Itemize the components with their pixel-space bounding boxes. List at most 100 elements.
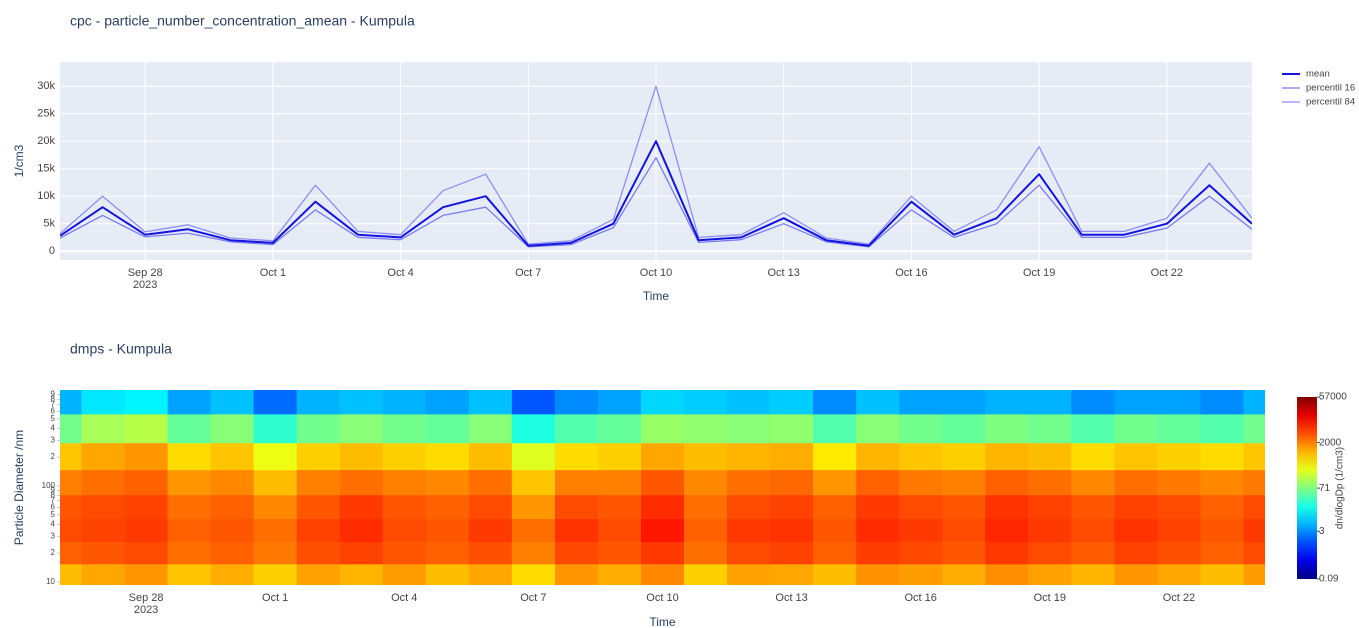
heatmap-cell — [254, 414, 298, 443]
heatmap-cell — [1071, 470, 1115, 496]
heatmap-cell — [942, 495, 986, 519]
heatmap-cell — [168, 541, 212, 564]
heatmap-cell — [211, 564, 255, 586]
colorbar-tick-label: 3 — [1319, 526, 1325, 537]
heatmap-cell — [512, 414, 556, 443]
heatmap-cell — [1200, 390, 1244, 414]
heatmap-cell — [1071, 541, 1115, 564]
x-tick-label: Oct 1 — [262, 592, 288, 604]
heatmap-cell — [1114, 470, 1158, 496]
y-tick-label: 0 — [49, 245, 55, 257]
heatmap-cell — [813, 390, 857, 414]
heatmap-cell — [1028, 495, 1072, 519]
heatmap-cell — [684, 390, 728, 414]
heatmap-cell — [856, 470, 900, 496]
heatmap-cell — [1028, 519, 1072, 542]
heatmap-cell — [641, 564, 685, 586]
heatmap-cell — [555, 541, 599, 564]
heatmap-cell — [1200, 519, 1244, 542]
heatmap-cell — [297, 443, 341, 471]
heatmap-cell — [254, 519, 298, 542]
heatmap-cell — [813, 564, 857, 586]
heatmap-cell — [168, 470, 212, 496]
heatmap-cell — [1243, 519, 1287, 542]
heatmap-cell — [1114, 495, 1158, 519]
heatmap-cell — [82, 541, 126, 564]
heatmap-cell — [512, 495, 556, 519]
heatmap-cell — [770, 495, 814, 519]
heatmap-cell — [340, 541, 384, 564]
heatmap-cell — [555, 470, 599, 496]
heatmap-cell — [985, 495, 1029, 519]
heatmap-cell — [1243, 414, 1287, 443]
plot-area — [38, 390, 1287, 586]
heatmap-cell — [1157, 414, 1201, 443]
heatmap-cell — [38, 564, 82, 586]
heatmap-cell — [426, 470, 470, 496]
heatmap-cell — [942, 541, 986, 564]
heatmap-cell — [469, 564, 513, 586]
heatmap-cell — [555, 495, 599, 519]
heatmap-cell — [38, 519, 82, 542]
heatmap-cell — [1243, 495, 1287, 519]
heatmap-cell — [211, 390, 255, 414]
heatmap-cell — [469, 390, 513, 414]
heatmap-cell — [512, 519, 556, 542]
heatmap-cell — [168, 390, 212, 414]
colorbar-tick-label: 0.09 — [1319, 574, 1339, 585]
y-tick-label: 10k — [37, 190, 55, 202]
heatmap-cell — [813, 519, 857, 542]
heatmap-cell — [598, 495, 642, 519]
heatmap-cell — [684, 470, 728, 496]
heatmap-cell — [1200, 470, 1244, 496]
heatmap-cell — [985, 390, 1029, 414]
heatmap-cell — [340, 414, 384, 443]
heatmap-cell — [340, 519, 384, 542]
heatmap-cell — [211, 541, 255, 564]
heatmap-cell — [1028, 443, 1072, 471]
heatmap-cell — [1071, 390, 1115, 414]
heatmap-cell — [985, 519, 1029, 542]
x-tick-label: Oct 13 — [768, 267, 800, 279]
legend-label: percentil 84 — [1306, 97, 1355, 108]
heatmap-cell — [469, 470, 513, 496]
heatmap-cell — [1114, 564, 1158, 586]
heatmap-cell — [426, 414, 470, 443]
x-tick-label: Oct 19 — [1023, 267, 1055, 279]
heatmap-cell — [254, 470, 298, 496]
x-tick-label: Oct 16 — [905, 592, 937, 604]
heatmap-cell — [770, 564, 814, 586]
heatmap-cell — [942, 470, 986, 496]
heatmap-cell — [899, 541, 943, 564]
heatmap-cell — [82, 390, 126, 414]
heatmap-cell — [727, 519, 771, 542]
heatmap-cell — [770, 443, 814, 471]
heatmap-cell — [942, 414, 986, 443]
x-tick-label: Oct 7 — [520, 592, 546, 604]
heatmap-cell — [254, 541, 298, 564]
heatmap-cell — [211, 470, 255, 496]
heatmap-cell — [82, 470, 126, 496]
page: {"chart_data": [ {"type": "line", "title… — [0, 0, 1359, 628]
heatmap-cell — [942, 564, 986, 586]
heatmap-cell — [684, 495, 728, 519]
y-tick-label: 3 — [51, 435, 56, 444]
heatmap-cell — [38, 414, 82, 443]
heatmap-cell — [254, 564, 298, 586]
y-tick-label: 15k — [37, 163, 55, 175]
heatmap-cell — [727, 470, 771, 496]
colorbar-tick-label: 71 — [1319, 483, 1331, 494]
heatmap-cell — [770, 414, 814, 443]
heatmap-cell — [727, 390, 771, 414]
heatmap-cell — [641, 541, 685, 564]
heatmap-cell — [297, 541, 341, 564]
heatmap-cell — [426, 564, 470, 586]
heatmap-cell — [1028, 414, 1072, 443]
heatmap-cell — [1157, 519, 1201, 542]
x-axis-title: Time — [643, 289, 670, 303]
heatmap-cell — [426, 541, 470, 564]
legend-label: mean — [1306, 69, 1330, 80]
heatmap-cell — [340, 470, 384, 496]
heatmap-cell — [82, 495, 126, 519]
